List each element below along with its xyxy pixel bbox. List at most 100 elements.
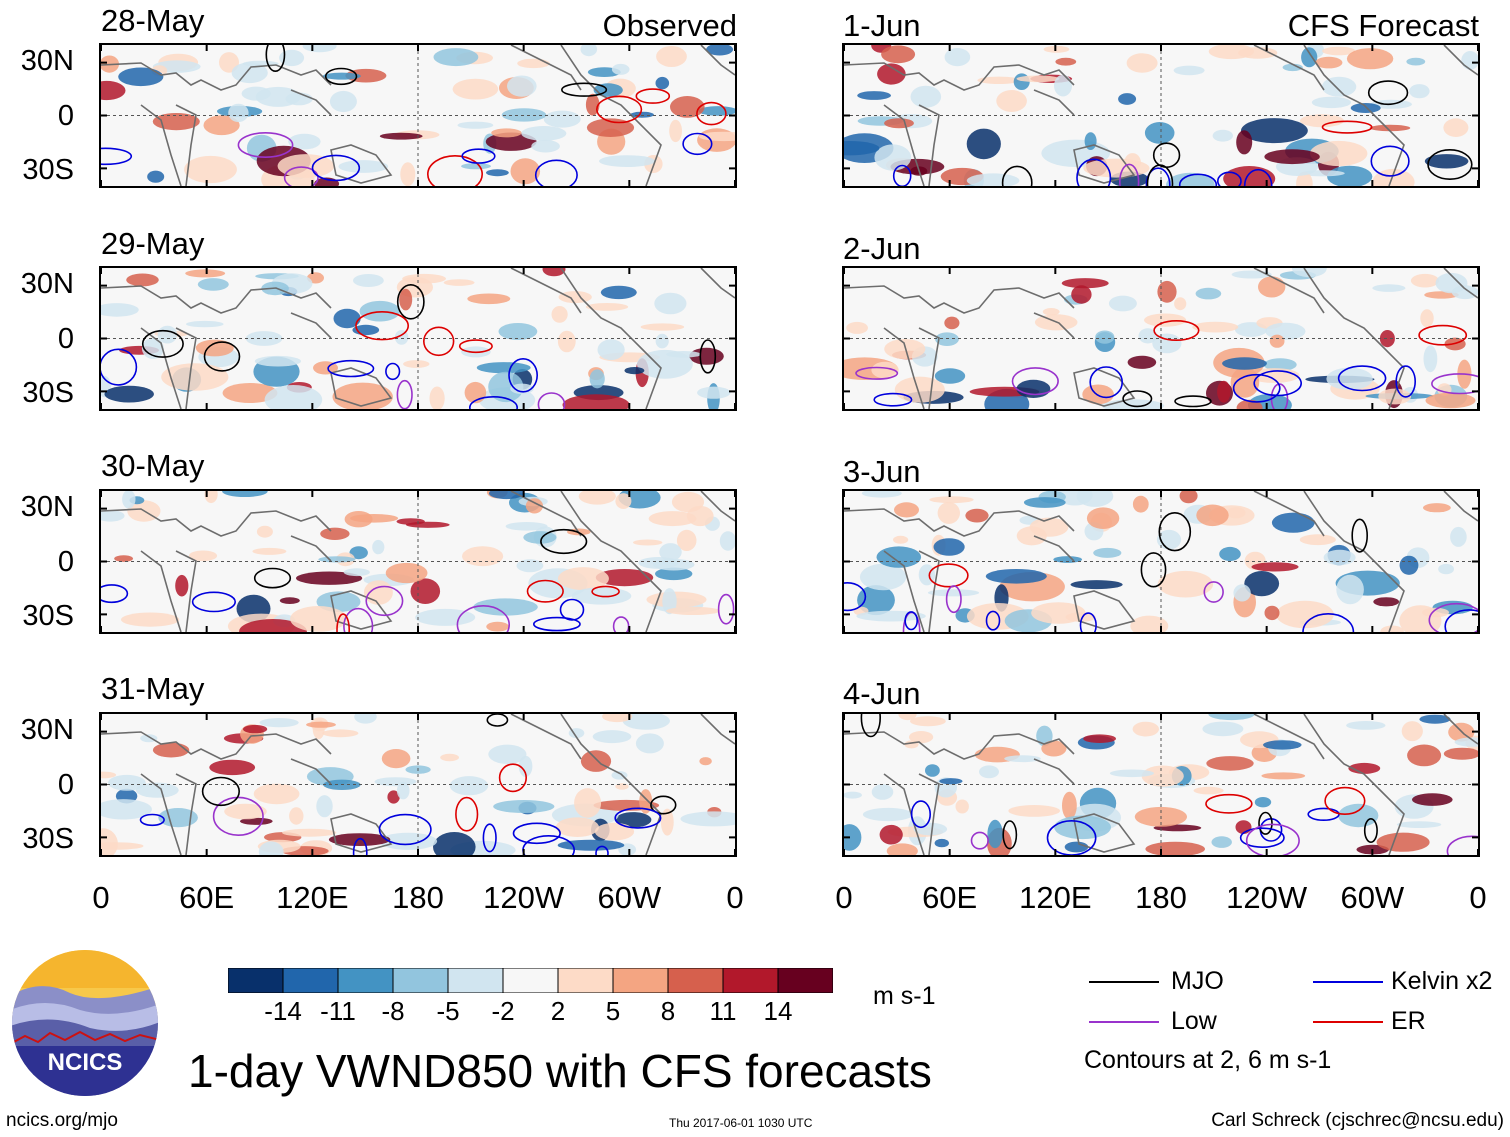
coastline [1033,535,1075,562]
anomaly-shading [1041,740,1067,757]
anomaly-shading [498,323,538,340]
anomaly-shading [996,90,1027,112]
anomaly-shading [1130,615,1169,632]
footer-url[interactable]: ncics.org/mjo [6,1110,118,1131]
wave-contour [1253,370,1303,397]
anomaly-shading [363,580,393,605]
wave-contour [101,584,129,604]
anomaly-shading [939,778,963,785]
anomaly-shading [1372,284,1406,292]
anomaly-shading [898,714,917,721]
anomaly-shading [122,491,136,509]
anomaly-shading [1258,276,1286,298]
coastline [1443,491,1478,522]
colorbar-label: -14 [264,996,302,1026]
wave-contour [1395,365,1417,398]
anomaly-shading [518,755,533,777]
wave-contour [526,579,564,603]
anomaly-shading [1208,714,1255,721]
anomaly-shading [1082,384,1114,405]
lon-label: 0 [726,880,744,915]
anomaly-shading [204,491,218,504]
anomaly-shading [1233,584,1251,602]
wave-contour [1367,80,1409,106]
anomaly-shading [1071,285,1092,304]
anomaly-shading [934,368,966,384]
lon-label: 60W [597,880,662,915]
coastline [510,491,582,537]
anomaly-shading [184,155,237,184]
colorbar-label: 11 [709,996,737,1026]
lon-label: 180 [392,880,444,915]
anomaly-shading [1409,84,1430,99]
coastline [140,104,182,186]
anomaly-shading [1407,744,1442,767]
wave-contour [1363,818,1378,844]
anomaly-shading [387,790,400,804]
anomaly-shading [884,118,914,129]
anomaly-shading [1016,379,1051,398]
kelvin-legend-line [1313,981,1383,983]
map-panel [842,489,1480,634]
anomaly-shading [525,498,543,514]
anomaly-shading [1261,772,1306,780]
wave-contour [635,88,671,104]
wave-contour [1446,835,1478,855]
wave-contour [717,593,735,625]
anomaly-shading [580,45,598,57]
anomaly-shading [1093,547,1122,558]
map-panel [99,489,737,634]
colorbar-swatch [392,967,449,994]
anomaly-shading [910,716,946,727]
anomaly-shading [611,63,630,75]
wave-contour [559,598,585,621]
anomaly-shading [1443,747,1478,760]
anomaly-shading [886,843,918,855]
anomaly-shading [881,45,916,64]
anomaly-shading [279,49,305,67]
anomaly-shading [1036,725,1053,747]
anomaly-shading [209,759,256,776]
anomaly-shading [1323,549,1356,566]
lat-label: 0 [57,768,74,801]
anomaly-shading [635,733,664,754]
coastline [1443,714,1478,745]
anomaly-shading [1264,605,1280,621]
anomaly-shading [666,351,702,358]
colorbar-label: 5 [605,996,621,1026]
anomaly-shading [1031,602,1086,624]
anomaly-shading [1327,165,1373,186]
anomaly-shading [491,128,522,138]
anomaly-shading [231,62,268,84]
anomaly-shading [1396,821,1442,828]
observed-header: Observed [602,8,737,43]
coastline [560,491,662,632]
anomaly-shading [433,48,479,67]
anomaly-shading [118,67,164,87]
anomaly-shading [1070,580,1123,590]
anomaly-shading [1338,803,1379,828]
anomaly-shading [1108,295,1137,312]
anomaly-shading [600,285,637,300]
wave-contour [1258,811,1273,835]
anomaly-shading [175,574,189,597]
lon-label: 120W [1226,880,1308,915]
anomaly-shading [925,764,940,777]
coastline [1303,268,1405,409]
lat-label: 30S [22,376,74,409]
lat-label: 30N [20,45,74,78]
coastline [140,327,182,409]
anomaly-shading [1380,625,1404,632]
anomaly-shading [893,535,909,544]
anomaly-shading [659,543,682,562]
anomaly-shading [279,597,300,604]
anomaly-shading [846,321,868,334]
anomaly-shading [1251,562,1299,572]
anomaly-shading [944,48,971,67]
anomaly-shading [467,293,511,305]
coastline [1073,367,1136,407]
anomaly-shading [396,781,410,800]
map-field [101,714,735,855]
anomaly-shading [1419,714,1451,724]
wave-contour [1079,612,1097,632]
